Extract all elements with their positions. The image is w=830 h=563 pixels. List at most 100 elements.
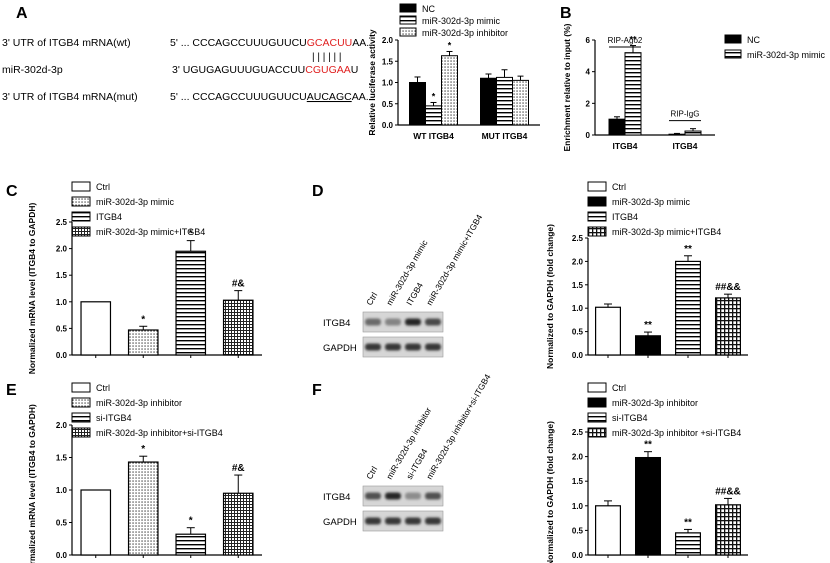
y-tick-label: 1.5 — [382, 57, 394, 66]
bar-F-2 — [674, 532, 701, 556]
legend-swatch — [71, 412, 91, 423]
blot-row-label: ITGB4 — [323, 318, 350, 329]
x-category-label: WT ITGB4 — [413, 131, 454, 141]
blot-band — [405, 343, 421, 351]
y-tick-label: 2 — [586, 99, 591, 108]
legend-label: Ctrl — [96, 182, 110, 192]
legend-label: miR-302d-3p mimic+ITGB4 — [96, 227, 205, 237]
lane-label: Ctrl — [364, 290, 379, 307]
blot-band — [405, 318, 421, 326]
y-tick-label: 0.5 — [56, 519, 68, 528]
y-tick-label: 1.0 — [572, 502, 584, 511]
legend-swatch — [587, 382, 607, 393]
y-tick-label: 2.5 — [572, 234, 584, 243]
bar-F-0 — [594, 505, 621, 556]
blot-row-label: GAPDH — [323, 343, 357, 354]
western-blot-F: Ctrl miR-302d-3p inhibitorsi-ITGB4miR-302… — [323, 372, 493, 532]
significance-mark: ** — [684, 517, 692, 528]
legend-swatch — [587, 412, 607, 423]
chart-D: 0.0 0.5 1.0 1.5 2.0 2.5 Normalized to GAPDH (f… — [545, 181, 748, 369]
seq-mirna-suffix: U — [351, 64, 359, 76]
legend-swatch — [71, 427, 91, 438]
bar-C-3 — [222, 299, 254, 356]
seq-mut-prefix: 5' ... CCCAGCCUUUGUUCU — [170, 91, 307, 103]
y-tick-label: 1.5 — [56, 271, 68, 280]
y-tick-label: 2.5 — [56, 218, 68, 227]
blot-band — [385, 492, 401, 500]
lane-label: miR-302d-3p inhibitor+si-ITGB4 — [424, 372, 493, 481]
bar-C-2 — [175, 250, 207, 356]
significance-mark: * — [141, 444, 145, 455]
bar-A-0-1 — [425, 105, 442, 126]
legend-label: NC — [422, 4, 435, 14]
y-tick-label: 2.0 — [572, 257, 584, 266]
significance-mark: * — [432, 91, 436, 101]
blot-band — [405, 492, 421, 500]
seq-label-mut: 3' UTR of ITGB4 mRNA(mut) — [2, 91, 138, 103]
chart-E: 0.0 0.5 1.0 1.5 2.0 Normalized mRNA level (IT… — [27, 382, 262, 563]
blot-strip — [362, 311, 444, 333]
bar-C-0 — [80, 301, 112, 356]
y-tick-label: 0.0 — [382, 121, 394, 130]
bar-D-0 — [594, 306, 621, 356]
blot-band — [365, 343, 381, 351]
bar-B-1-0 — [668, 133, 686, 136]
seq-mut: 5' ... CCCAGCCUUUGUUCUAUCAGCAA... — [170, 91, 374, 103]
sequence-alignment: 3' UTR of ITGB4 mRNA(wt) miR-302d-3p 3' … — [2, 37, 375, 103]
legend-label: miR-302d-3p mimic — [747, 50, 826, 60]
blot-band — [365, 517, 381, 525]
legend-label: miR-302d-3p inhibitor+si-ITGB4 — [96, 428, 223, 438]
seq-mut-suffix: AA... — [352, 91, 375, 103]
significance-mark: * — [189, 516, 193, 527]
significance-mark: ** — [629, 35, 637, 45]
x-category-label: MUT ITGB4 — [482, 131, 528, 141]
y-axis-label: Normalized mRNA level (ITGB4 to GAPDH) — [27, 404, 37, 563]
y-tick-label: 0.0 — [572, 551, 584, 560]
bar-D-2 — [674, 260, 701, 356]
legend-swatch — [724, 49, 742, 59]
bar-A-0-0 — [409, 82, 426, 126]
blot-band — [385, 517, 401, 525]
legend-label: miR-302d-3p inhibitor — [96, 398, 182, 408]
bar-E-1 — [127, 461, 159, 556]
seq-wt-site: GCACUU — [307, 37, 353, 49]
y-tick-label: 2.0 — [56, 245, 68, 254]
y-tick-label: 0.5 — [382, 100, 394, 109]
pairing-marks: | | | | | | — [312, 52, 341, 63]
x-category-label: ITGB4 — [672, 141, 697, 151]
legend-label: miR-302d-3p mimic+ITGB4 — [612, 227, 721, 237]
chart-F: 0.0 0.5 1.0 1.5 2.0 2.5 Normalized to GAPDH (f… — [545, 382, 748, 563]
legend-label: miR-302d-3p mimic — [612, 197, 691, 207]
legend-swatch — [587, 211, 607, 222]
legend-label: miR-302d-3p inhibitor — [422, 28, 508, 38]
group-label: RIP-Ago2 — [608, 36, 643, 45]
y-tick-label: 1.5 — [56, 454, 68, 463]
y-axis-label: Normalized to GAPDH (fold change) — [545, 224, 555, 369]
seq-wt-suffix: AA... — [352, 37, 375, 49]
seq-wt: 5' ... CCCAGCCUUUGUUCUGCACUUAA... — [170, 37, 375, 49]
significance-mark: ##&& — [715, 282, 741, 293]
significance-mark: ** — [684, 244, 692, 255]
blot-strip — [362, 336, 444, 358]
legend-label: Ctrl — [612, 182, 626, 192]
bar-A-1-0 — [480, 77, 497, 126]
y-axis-label: Normalized to GAPDH (fold change) — [545, 421, 555, 563]
lane-label: Ctrl — [364, 464, 379, 481]
bar-B-0-1 — [624, 52, 642, 136]
legend-swatch — [71, 196, 91, 207]
blot-band — [365, 318, 381, 326]
legend-swatch — [71, 397, 91, 408]
panel-label-A: A — [16, 5, 28, 22]
legend-swatch — [587, 181, 607, 192]
blot-band — [385, 318, 401, 326]
seq-label-wt: 3' UTR of ITGB4 mRNA(wt) — [2, 37, 131, 49]
y-tick-label: 1.5 — [572, 281, 584, 290]
blot-band — [425, 343, 441, 351]
seq-label-mirna: miR-302d-3p — [2, 64, 63, 76]
blot-band — [405, 517, 421, 525]
blot-row-label: ITGB4 — [323, 492, 350, 503]
panel-label-B: B — [560, 5, 572, 22]
chart-B: 0 2 4 6 Enrichment relative to input (%) ** IT… — [562, 23, 826, 151]
